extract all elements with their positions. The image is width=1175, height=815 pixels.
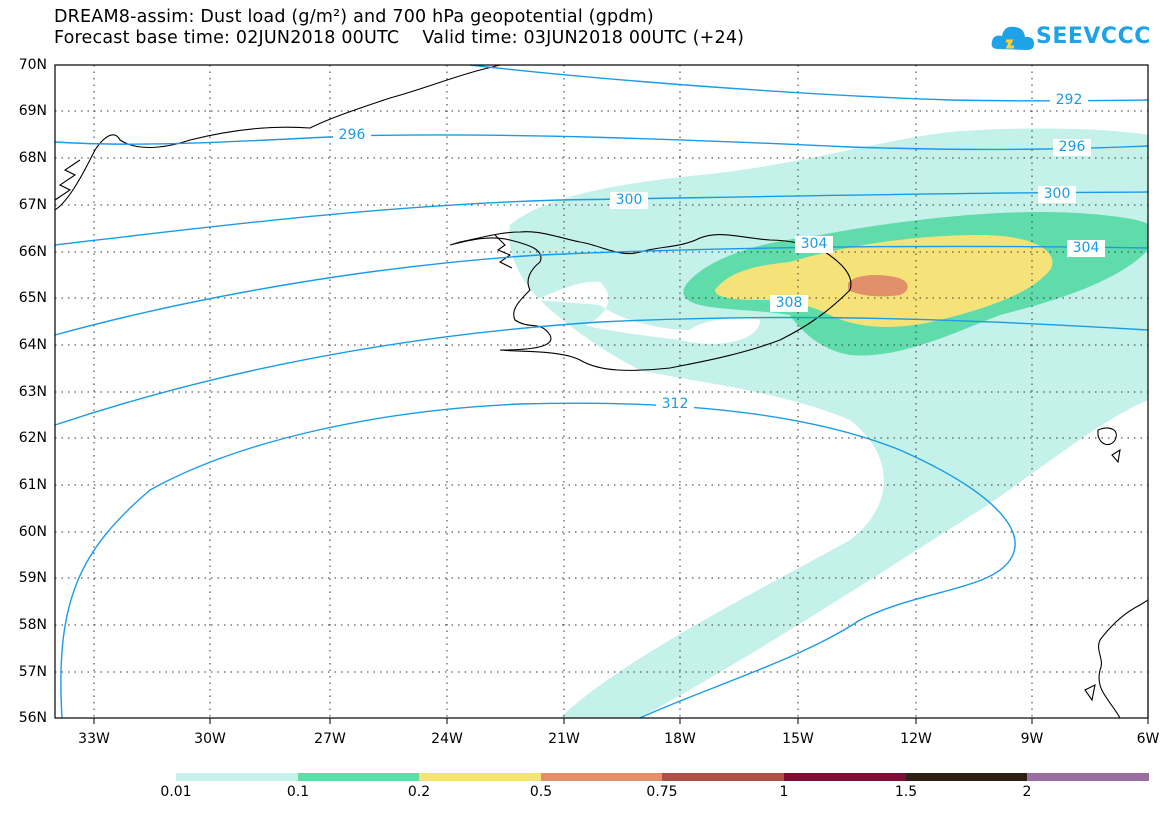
lon-label-18w: 18W <box>664 731 696 747</box>
map-subtitle: Forecast base time: 02JUN2018 00UTC Vali… <box>54 28 745 48</box>
lat-label-65n: 65N <box>18 290 47 306</box>
colorbar-swatch-6 <box>784 773 906 781</box>
geopotential-contours <box>54 64 1149 719</box>
lat-label-59n: 59N <box>18 570 47 586</box>
lat-label-66n: 66N <box>18 244 47 260</box>
contour-label-312: 312 <box>661 396 689 412</box>
lat-label-60n: 60N <box>18 524 47 540</box>
lon-label-24w: 24W <box>431 731 463 747</box>
seevccc-logo: SEEVCCC <box>990 19 1160 59</box>
colorbar-swatch-2 <box>298 773 419 781</box>
lon-label-12w: 12W <box>900 731 932 747</box>
scotland-coast <box>1098 599 1149 719</box>
colorbar-swatch-4 <box>541 773 662 781</box>
dust-area-0.5 <box>848 275 908 297</box>
lat-label-62n: 62N <box>18 430 47 446</box>
contour-label-304-west: 304 <box>800 236 828 252</box>
colorbar-swatch-7 <box>906 773 1027 781</box>
map-title: DREAM8-assim: Dust load (g/m²) and 700 h… <box>54 7 654 27</box>
map-frame <box>54 64 1149 719</box>
graticule <box>55 65 1148 718</box>
lon-label-15w: 15W <box>782 731 814 747</box>
lon-label-30w: 30W <box>194 731 226 747</box>
logo-text: SEEVCCC <box>1036 24 1151 49</box>
contour-label-300-east: 300 <box>1043 186 1071 202</box>
contour-296 <box>54 134 1149 151</box>
colorbar-label-0.2: 0.2 <box>407 784 431 800</box>
lon-label-27w: 27W <box>314 731 346 747</box>
contour-292 <box>469 64 1149 102</box>
colorbar-label-0.75: 0.75 <box>646 784 678 800</box>
colorbar-label-1: 1 <box>779 784 789 800</box>
faroe-coast <box>1097 427 1117 446</box>
iceland-coast <box>449 231 852 371</box>
colorbar-label-0.1: 0.1 <box>286 784 310 800</box>
lat-label-64n: 64N <box>18 337 47 353</box>
contour-label-296-west: 296 <box>338 127 366 143</box>
lat-label-57n: 57N <box>18 664 47 680</box>
colorbar-swatch-8 <box>1027 773 1149 781</box>
lat-label-70n: 70N <box>18 57 47 73</box>
contour-label-308: 308 <box>775 295 803 311</box>
lon-label-33w: 33W <box>78 731 110 747</box>
contour-304 <box>54 245 1149 336</box>
coastlines <box>54 64 1149 719</box>
lon-label-21w: 21W <box>548 731 580 747</box>
lon-label-9w: 9W <box>1020 731 1044 747</box>
contour-308 <box>54 316 1149 426</box>
greenland-coast <box>54 64 501 211</box>
axis-ticks <box>93 718 1149 724</box>
cloud-icon <box>991 26 1034 50</box>
colorbar-swatch-3 <box>419 773 541 781</box>
lat-label-67n: 67N <box>18 197 47 213</box>
colorbar <box>176 773 1149 781</box>
contour-label-300-west: 300 <box>615 192 643 208</box>
colorbar-label-2: 2 <box>1022 784 1032 800</box>
contour-label-292: 292 <box>1055 92 1083 108</box>
lat-label-58n: 58N <box>18 617 47 633</box>
contour-312 <box>60 402 1016 719</box>
lat-label-68n: 68N <box>18 150 47 166</box>
contour-label-296-east: 296 <box>1058 139 1086 155</box>
contour-label-304-east: 304 <box>1072 240 1100 256</box>
lat-label-69n: 69N <box>18 103 47 119</box>
colorbar-swatch-5 <box>662 773 784 781</box>
lat-label-63n: 63N <box>18 384 47 400</box>
contour-300 <box>54 191 1149 246</box>
lon-label-6w: 6W <box>1136 731 1160 747</box>
contour-label-boxes <box>333 92 1105 413</box>
colorbar-label-0.5: 0.5 <box>529 784 553 800</box>
colorbar-label-0.01: 0.01 <box>160 784 192 800</box>
colorbar-swatch-1 <box>176 773 298 781</box>
lat-label-61n: 61N <box>18 477 47 493</box>
lat-label-56n: 56N <box>18 710 47 726</box>
dust-shading <box>509 128 1149 719</box>
colorbar-label-1.5: 1.5 <box>894 784 918 800</box>
dust-gap <box>535 281 760 344</box>
